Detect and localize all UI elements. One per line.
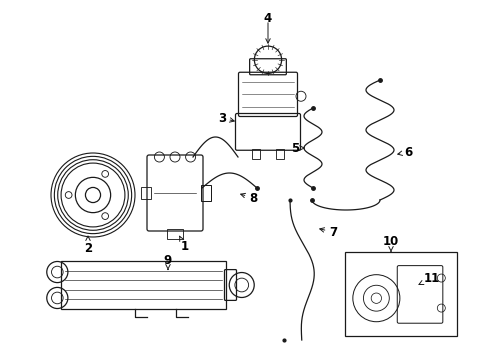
- Bar: [61, 261, 225, 309]
- Bar: [276, 149, 284, 159]
- Text: 10: 10: [382, 235, 398, 248]
- Text: 6: 6: [397, 145, 411, 158]
- Bar: [167, 229, 183, 239]
- Bar: [201, 185, 210, 201]
- Text: 1: 1: [179, 236, 189, 253]
- Text: 4: 4: [264, 12, 271, 25]
- Text: 3: 3: [218, 112, 234, 125]
- Bar: [251, 149, 259, 159]
- Text: 9: 9: [163, 253, 172, 269]
- Text: 2: 2: [84, 236, 92, 255]
- Bar: [141, 187, 151, 199]
- Text: 5: 5: [290, 141, 304, 154]
- Text: 11: 11: [418, 271, 439, 284]
- Text: 7: 7: [319, 225, 336, 238]
- Bar: [345, 252, 456, 336]
- Text: 8: 8: [240, 192, 257, 204]
